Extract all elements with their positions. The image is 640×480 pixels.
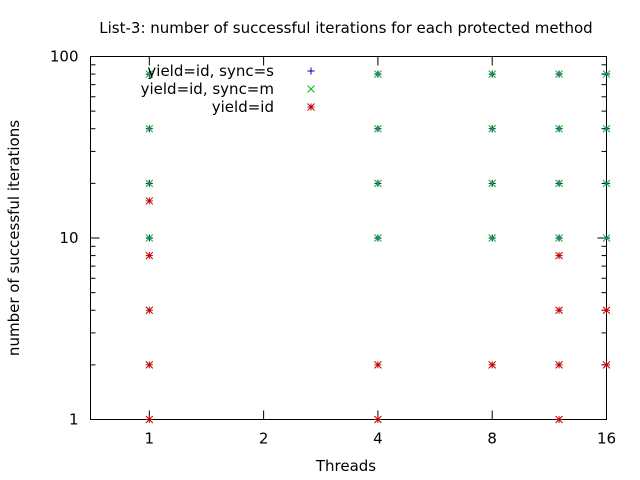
data-point <box>145 361 154 369</box>
x-axis-label: Threads <box>315 457 376 475</box>
legend-marker <box>307 103 315 111</box>
data-point <box>555 234 563 242</box>
series-3 <box>145 197 611 424</box>
data-point <box>145 70 154 78</box>
y-tick-label: 10 <box>59 229 78 247</box>
data-point <box>145 124 154 133</box>
data-point <box>555 124 563 133</box>
data-point <box>602 361 611 369</box>
data-point <box>602 124 611 133</box>
legend-label: yield=id, sync=s <box>147 62 274 80</box>
axes: 1 2 4 8 16 1 10 100 <box>50 48 616 448</box>
y-tick-label: 100 <box>50 48 79 66</box>
x-tick-label: 16 <box>597 430 616 448</box>
data-point <box>374 415 382 424</box>
data-point <box>374 179 382 188</box>
data-point <box>145 197 154 205</box>
legend-label: yield=id <box>212 98 274 116</box>
chart-title: List-3: number of successful iterations … <box>99 19 592 37</box>
plot-frame <box>90 56 607 420</box>
series-2 <box>145 70 611 242</box>
data-point <box>374 124 382 133</box>
data-point <box>555 361 563 369</box>
data-point <box>145 306 154 315</box>
x-tick-label: 4 <box>373 430 383 448</box>
data-point <box>602 306 611 315</box>
data-point <box>555 415 563 424</box>
x-tick-label: 1 <box>145 430 155 448</box>
data-point <box>488 234 497 242</box>
y-tick-label: 1 <box>69 411 79 429</box>
data-point <box>145 179 154 188</box>
legend-marker <box>307 67 315 75</box>
data-point <box>488 179 497 188</box>
data-point <box>555 179 563 188</box>
legend-label: yield=id, sync=m <box>141 80 274 98</box>
y-axis-label: number of successful iterations <box>5 120 23 356</box>
data-point <box>602 179 611 188</box>
legend-marker <box>307 85 315 93</box>
data-point <box>374 234 382 242</box>
data-point <box>374 70 382 78</box>
data-point <box>602 234 611 242</box>
data-point <box>602 70 611 78</box>
data-points <box>145 70 611 424</box>
data-point <box>488 70 497 78</box>
data-point <box>374 361 382 369</box>
data-point <box>555 70 563 78</box>
data-point <box>145 234 154 242</box>
x-tick-label: 8 <box>487 430 497 448</box>
data-point <box>555 251 563 260</box>
x-tick-label: 2 <box>259 430 269 448</box>
data-point <box>488 124 497 133</box>
data-point <box>555 306 563 315</box>
data-point <box>145 415 154 424</box>
data-point <box>488 361 497 369</box>
data-point <box>145 251 154 260</box>
